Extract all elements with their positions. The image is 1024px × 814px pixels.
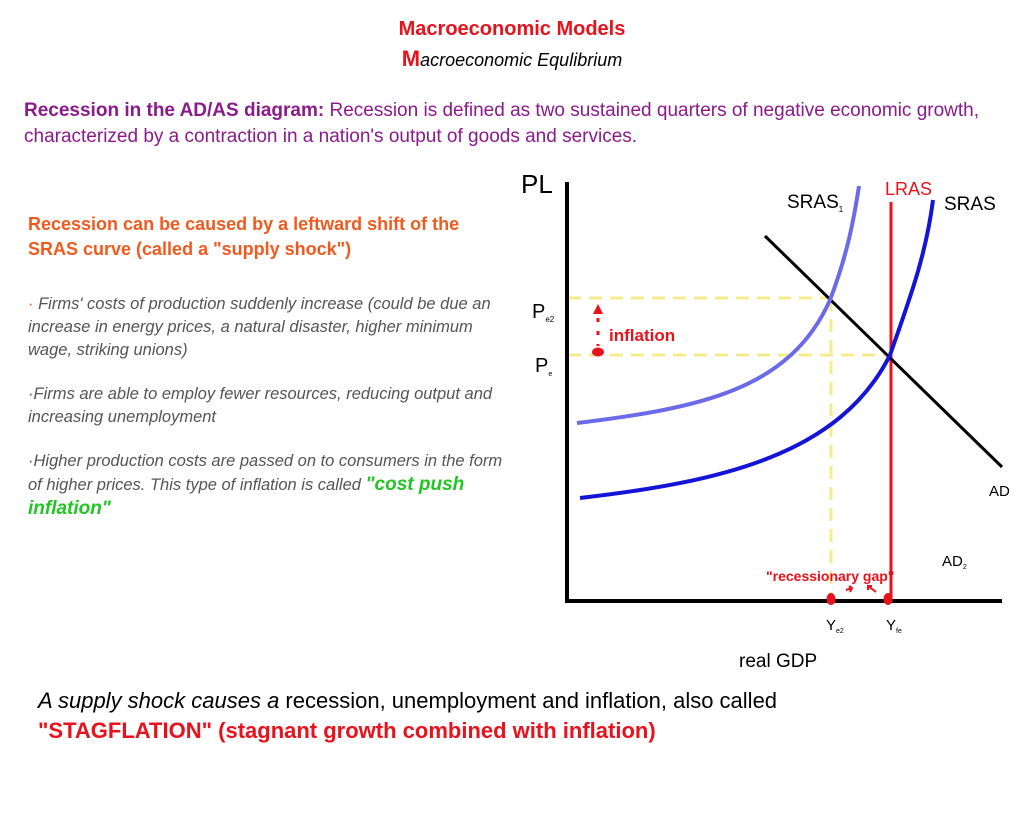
- slide-title: Macroeconomic Models: [398, 18, 626, 40]
- gap-arrow-left: [845, 585, 854, 593]
- ad2-label-main: AD: [942, 553, 963, 570]
- yfe-marker: [883, 593, 893, 605]
- bullet-costs: · Firms' costs of production suddenly in…: [28, 293, 506, 362]
- conclusion-italic: A supply shock causes a: [38, 688, 280, 713]
- ye2-label: Ye2: [826, 617, 844, 635]
- ad2-label: AD2: [942, 553, 967, 571]
- inflation-arrow-head: [593, 304, 603, 314]
- sras1-curve: [576, 185, 861, 425]
- conclusion-normal: recession, unemployment and inflation, a…: [279, 688, 778, 713]
- bullet-list: · Firms' costs of production suddenly in…: [28, 293, 506, 542]
- supply-shock-cause: Recession can be caused by a leftward sh…: [28, 214, 460, 259]
- inflation-label: inflation: [609, 326, 675, 345]
- bullet-employment: ·Firms are able to employ fewer resource…: [28, 383, 506, 429]
- sras-label: SRAS: [944, 194, 996, 215]
- pe2-label-sub: e2: [545, 315, 554, 324]
- ye2-marker: [826, 593, 836, 605]
- recession-definition: Recession in the AD/AS diagram: Recessio…: [24, 98, 984, 150]
- pe-label-sub: e: [548, 371, 552, 378]
- sras1-label: SRAS1: [787, 192, 844, 214]
- pe-label-main: P: [535, 355, 548, 377]
- ad-line: [763, 234, 1004, 469]
- cost-push-inflation-term: "cost push inflation": [28, 474, 465, 519]
- inflation-arrow-tail: [592, 347, 604, 357]
- subtitle-rest: acroeconomic Equlibrium: [420, 50, 623, 70]
- bullet-dot: ·: [28, 452, 34, 470]
- stagflation-conclusion: A supply shock causes a recession, unemp…: [38, 686, 998, 746]
- slide-subtitle: Macroeconomic Equlibrium: [0, 46, 1024, 72]
- bullet-prices: ·Higher production costs are passed on t…: [28, 450, 506, 521]
- bullet-text: Firms are able to employ fewer resources…: [28, 385, 493, 426]
- pe-label: Pe: [535, 355, 552, 378]
- gap-arrow-right: [867, 585, 877, 593]
- definition-lead: Recession in the AD/AS diagram:: [24, 100, 325, 121]
- pe2-label-main: P: [532, 301, 545, 323]
- bullet-text: Higher production costs are passed on to…: [28, 452, 503, 494]
- recessionary-gap-label: "recessionary gap": [766, 568, 894, 584]
- ad2-label-sub: 2: [963, 564, 967, 571]
- ye2-label-sub: e2: [836, 628, 844, 635]
- pe2-label: Pe2: [532, 301, 555, 324]
- lras-label: LRAS: [885, 179, 932, 199]
- sras-curve: [579, 199, 935, 500]
- yfe-label: Yfe: [886, 617, 902, 635]
- ad-label: AD: [989, 483, 1010, 500]
- sras1-label-main: SRAS: [787, 192, 839, 213]
- bullet-dot: ·: [28, 295, 34, 313]
- yfe-label-main: Y: [886, 617, 896, 634]
- stagflation-definition: "STAGFLATION" (stagnant growth combined …: [38, 718, 656, 743]
- x-axis-label: real GDP: [739, 651, 817, 672]
- sras1-label-sub: 1: [839, 205, 844, 214]
- subtitle-initial: M: [401, 46, 421, 71]
- bullet-dot: ·: [28, 385, 34, 403]
- y-axis-label: PL: [521, 169, 553, 199]
- yfe-label-sub: fe: [896, 628, 902, 635]
- bullet-text: Firms' costs of production suddenly incr…: [28, 295, 491, 359]
- definition-text: Recession is defined as two sustained qu…: [24, 100, 980, 147]
- ye2-label-main: Y: [826, 617, 836, 634]
